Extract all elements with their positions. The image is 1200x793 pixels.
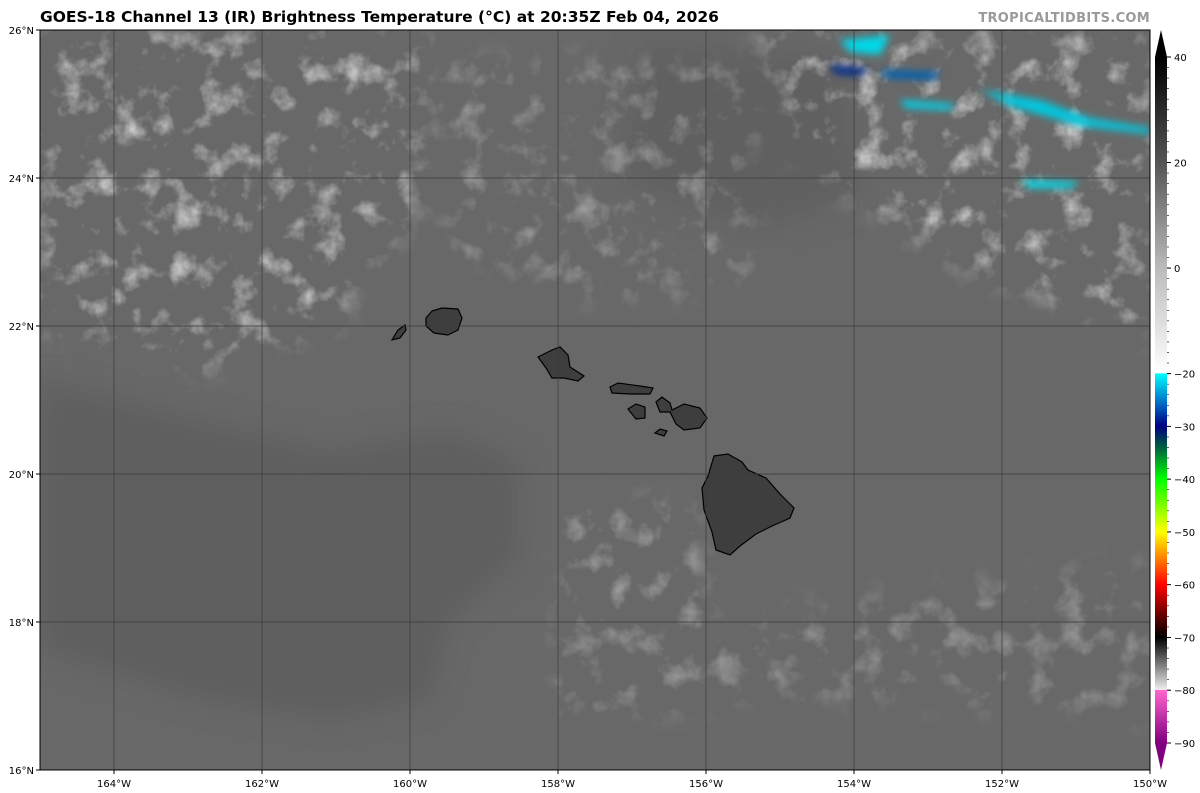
lon-tick-label: 158°W bbox=[541, 779, 575, 790]
lat-tick-label: 22°N bbox=[9, 322, 34, 333]
cold-cloud-tops bbox=[830, 35, 1150, 188]
island-niihau bbox=[390, 323, 407, 341]
imagery-layer bbox=[40, 30, 1150, 770]
map-axes: 164°W 162°W 160°W 158°W 156°W 154°W 152°W 150°W… bbox=[9, 26, 1167, 790]
colorbar: 40 20 0 −20 −30 −40 −50 −60 −70 −80 −90 bbox=[1155, 30, 1195, 770]
colorbar-tick-label: −70 bbox=[1174, 633, 1195, 644]
colorbar-tick-label: 20 bbox=[1174, 159, 1187, 170]
colorbar-tick-label: 40 bbox=[1174, 53, 1187, 64]
colorbar-tick-label: −50 bbox=[1174, 528, 1195, 539]
colorbar-tick-label: −20 bbox=[1174, 370, 1195, 381]
island-oahu bbox=[537, 346, 586, 382]
island-molokai bbox=[609, 382, 654, 395]
lon-tick-label: 154°W bbox=[837, 779, 871, 790]
colorbar-tick-label: −80 bbox=[1174, 686, 1195, 697]
lat-tick-label: 18°N bbox=[9, 618, 34, 629]
lon-tick-label: 152°W bbox=[985, 779, 1019, 790]
colorbar-tick-label: −60 bbox=[1174, 581, 1195, 592]
lat-tick-label: 20°N bbox=[9, 470, 34, 481]
colorbar-scale bbox=[1155, 57, 1167, 743]
colorbar-extend-max bbox=[1155, 30, 1167, 57]
island-kahoolawe bbox=[653, 428, 668, 437]
lat-tick-label: 24°N bbox=[9, 174, 34, 185]
hawaiian-islands bbox=[390, 307, 795, 556]
colorbar-tick-label: −40 bbox=[1174, 475, 1195, 486]
colorbar-tick-label: −30 bbox=[1174, 422, 1195, 433]
map-title: GOES-18 Channel 13 (IR) Brightness Tempe… bbox=[40, 8, 719, 26]
lon-tick-label: 164°W bbox=[97, 779, 131, 790]
lat-tick-label: 26°N bbox=[9, 26, 34, 37]
colorbar-extend-min bbox=[1155, 743, 1167, 770]
lon-tick-label: 160°W bbox=[393, 779, 427, 790]
lon-tick-label: 156°W bbox=[689, 779, 723, 790]
map-frame bbox=[39, 29, 1151, 771]
lon-tick-label: 150°W bbox=[1133, 779, 1167, 790]
island-hawaii bbox=[701, 453, 795, 556]
lat-tick-label: 16°N bbox=[9, 766, 34, 777]
credit-watermark: TROPICALTIDBITS.COM bbox=[978, 11, 1150, 26]
island-lanai bbox=[627, 403, 646, 420]
island-kauai bbox=[425, 307, 463, 336]
cloud-field bbox=[40, 30, 1150, 770]
island-maui bbox=[655, 396, 708, 431]
lon-tick-label: 162°W bbox=[245, 779, 279, 790]
colorbar-tick-label: 0 bbox=[1174, 264, 1180, 275]
colorbar-tick-label: −90 bbox=[1174, 739, 1195, 750]
